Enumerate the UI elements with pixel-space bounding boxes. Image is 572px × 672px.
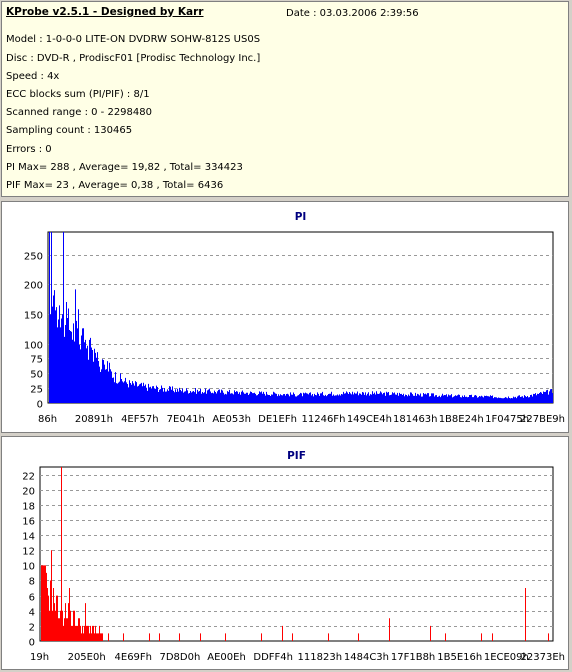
y-tick-label: 50 [30,370,43,381]
pi-chart-panel: PI 0 25 50 75 100 150 200 250 86h 20891h 4EF57h 7E04… [1,201,569,433]
y-tick-label: 250 [24,252,43,263]
x-tick-label: AE053h [212,414,251,425]
x-tick-label: 181463h [393,414,438,425]
scan-date: Date : 03.03.2006 2:39:56 [286,8,419,19]
y-tick-label: 14 [22,532,35,543]
pif-stats: PIF Max= 23 , Average= 0,38 , Total= 643… [6,180,224,191]
x-tick-label: 20891h [75,414,113,425]
x-tick-label: 7D8D0h [159,652,200,663]
y-tick-label: 16 [22,517,35,528]
chart-title: PI [295,211,307,223]
errors-count: Errors : 0 [6,144,52,155]
y-tick-label: 4 [29,608,35,619]
x-tick-label: 1484C3h [344,652,389,663]
y-tick-label: 0 [29,638,35,649]
sampling-count: Sampling count : 130465 [6,125,133,136]
y-tick-label: 20 [22,487,35,498]
y-tick-label: 2 [29,623,35,634]
disc-info: Disc : DVD-R , ProdiscF01 [Prodisc Techn… [6,53,261,64]
x-tick-label: 149CE4h [347,414,392,425]
y-tick-label: 150 [24,311,43,322]
x-tick-label: 1B8E24h [439,414,484,425]
x-tick-label: DE1EFh [258,414,297,425]
drive-model: Model : 1-0-0-0 LITE-ON DVDRW SOHW-812S … [6,34,261,45]
y-tick-label: 22 [22,472,35,483]
plot-area [47,231,554,404]
pi-chart: PI 0 25 50 75 100 150 200 250 86h 20891h 4EF57h 7E04… [24,211,565,425]
info-panel: KProbe v2.5.1 - Designed by Karr Date : … [1,1,569,197]
chart-title: PIF [287,450,306,462]
ecc-info: ECC blocks sum (PI/PIF) : 8/1 [6,89,150,100]
y-tick-label: 25 [30,385,43,396]
y-tick-label: 12 [22,547,35,558]
x-tick-label: 4E69Fh [115,652,153,663]
x-tick-label: 1B5E16h [437,652,482,663]
y-tick-label: 100 [24,341,43,352]
x-tick-label: 11246Fh [302,414,346,425]
x-tick-label: 19h [30,652,49,663]
x-tick-label: 7E041h [167,414,205,425]
x-tick-label: 86h [38,414,57,425]
x-tick-label: 1ECE09h [484,652,529,663]
x-tick-label: 205E0h [68,652,106,663]
y-tick-label: 0 [37,400,43,411]
x-tick-label: AE00Eh [207,652,246,663]
pi-stats: PI Max= 288 , Average= 19,82 , Total= 33… [6,162,243,173]
pif-chart: PIF 0 2 4 6 8 10 12 14 16 18 20 22 19h 205E0h 4E69Fh 7D8… [22,450,565,663]
x-tick-label: 1F0475h [485,414,529,425]
bar-series [41,467,549,641]
y-tick-label: 200 [24,281,43,292]
x-tick-label: 227BE9h [520,414,565,425]
pif-chart-panel: PIF 0 2 4 6 8 10 12 14 16 18 20 22 19h 205E0h 4E69Fh 7D8… [1,436,569,670]
x-tick-label: 17F1B8h [391,652,435,663]
x-tick-label: DDFF4h [253,652,293,663]
y-tick-label: 6 [29,593,35,604]
scanned-range: Scanned range : 0 - 2298480 [6,107,152,118]
y-tick-label: 8 [29,577,35,588]
x-tick-label: 111823h [298,652,343,663]
bar-series [49,232,553,403]
y-tick-label: 75 [30,355,43,366]
speed-info: Speed : 4x [6,71,60,82]
plot-area [39,466,554,642]
y-tick-label: 10 [22,562,35,573]
x-tick-label: 22373Eh [521,652,565,663]
app-title: KProbe v2.5.1 - Designed by Karr [6,6,204,18]
y-tick-label: 18 [22,502,35,513]
x-tick-label: 4EF57h [121,414,159,425]
